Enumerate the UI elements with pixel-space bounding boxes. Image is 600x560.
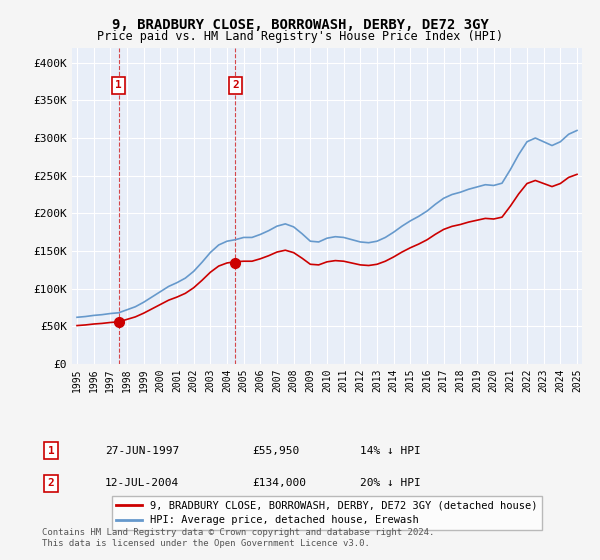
Text: Price paid vs. HM Land Registry's House Price Index (HPI): Price paid vs. HM Land Registry's House … [97, 30, 503, 43]
Text: Contains HM Land Registry data © Crown copyright and database right 2024.
This d: Contains HM Land Registry data © Crown c… [42, 528, 434, 548]
Text: 20% ↓ HPI: 20% ↓ HPI [360, 478, 421, 488]
Text: 9, BRADBURY CLOSE, BORROWASH, DERBY, DE72 3GY: 9, BRADBURY CLOSE, BORROWASH, DERBY, DE7… [112, 18, 488, 32]
Text: 2: 2 [47, 478, 55, 488]
Text: £55,950: £55,950 [252, 446, 299, 456]
Text: 14% ↓ HPI: 14% ↓ HPI [360, 446, 421, 456]
Text: 1: 1 [115, 80, 122, 90]
Text: 2: 2 [232, 80, 239, 90]
Text: £134,000: £134,000 [252, 478, 306, 488]
Text: 27-JUN-1997: 27-JUN-1997 [105, 446, 179, 456]
Text: 1: 1 [47, 446, 55, 456]
Legend: 9, BRADBURY CLOSE, BORROWASH, DERBY, DE72 3GY (detached house), HPI: Average pri: 9, BRADBURY CLOSE, BORROWASH, DERBY, DE7… [112, 496, 542, 530]
Text: 12-JUL-2004: 12-JUL-2004 [105, 478, 179, 488]
